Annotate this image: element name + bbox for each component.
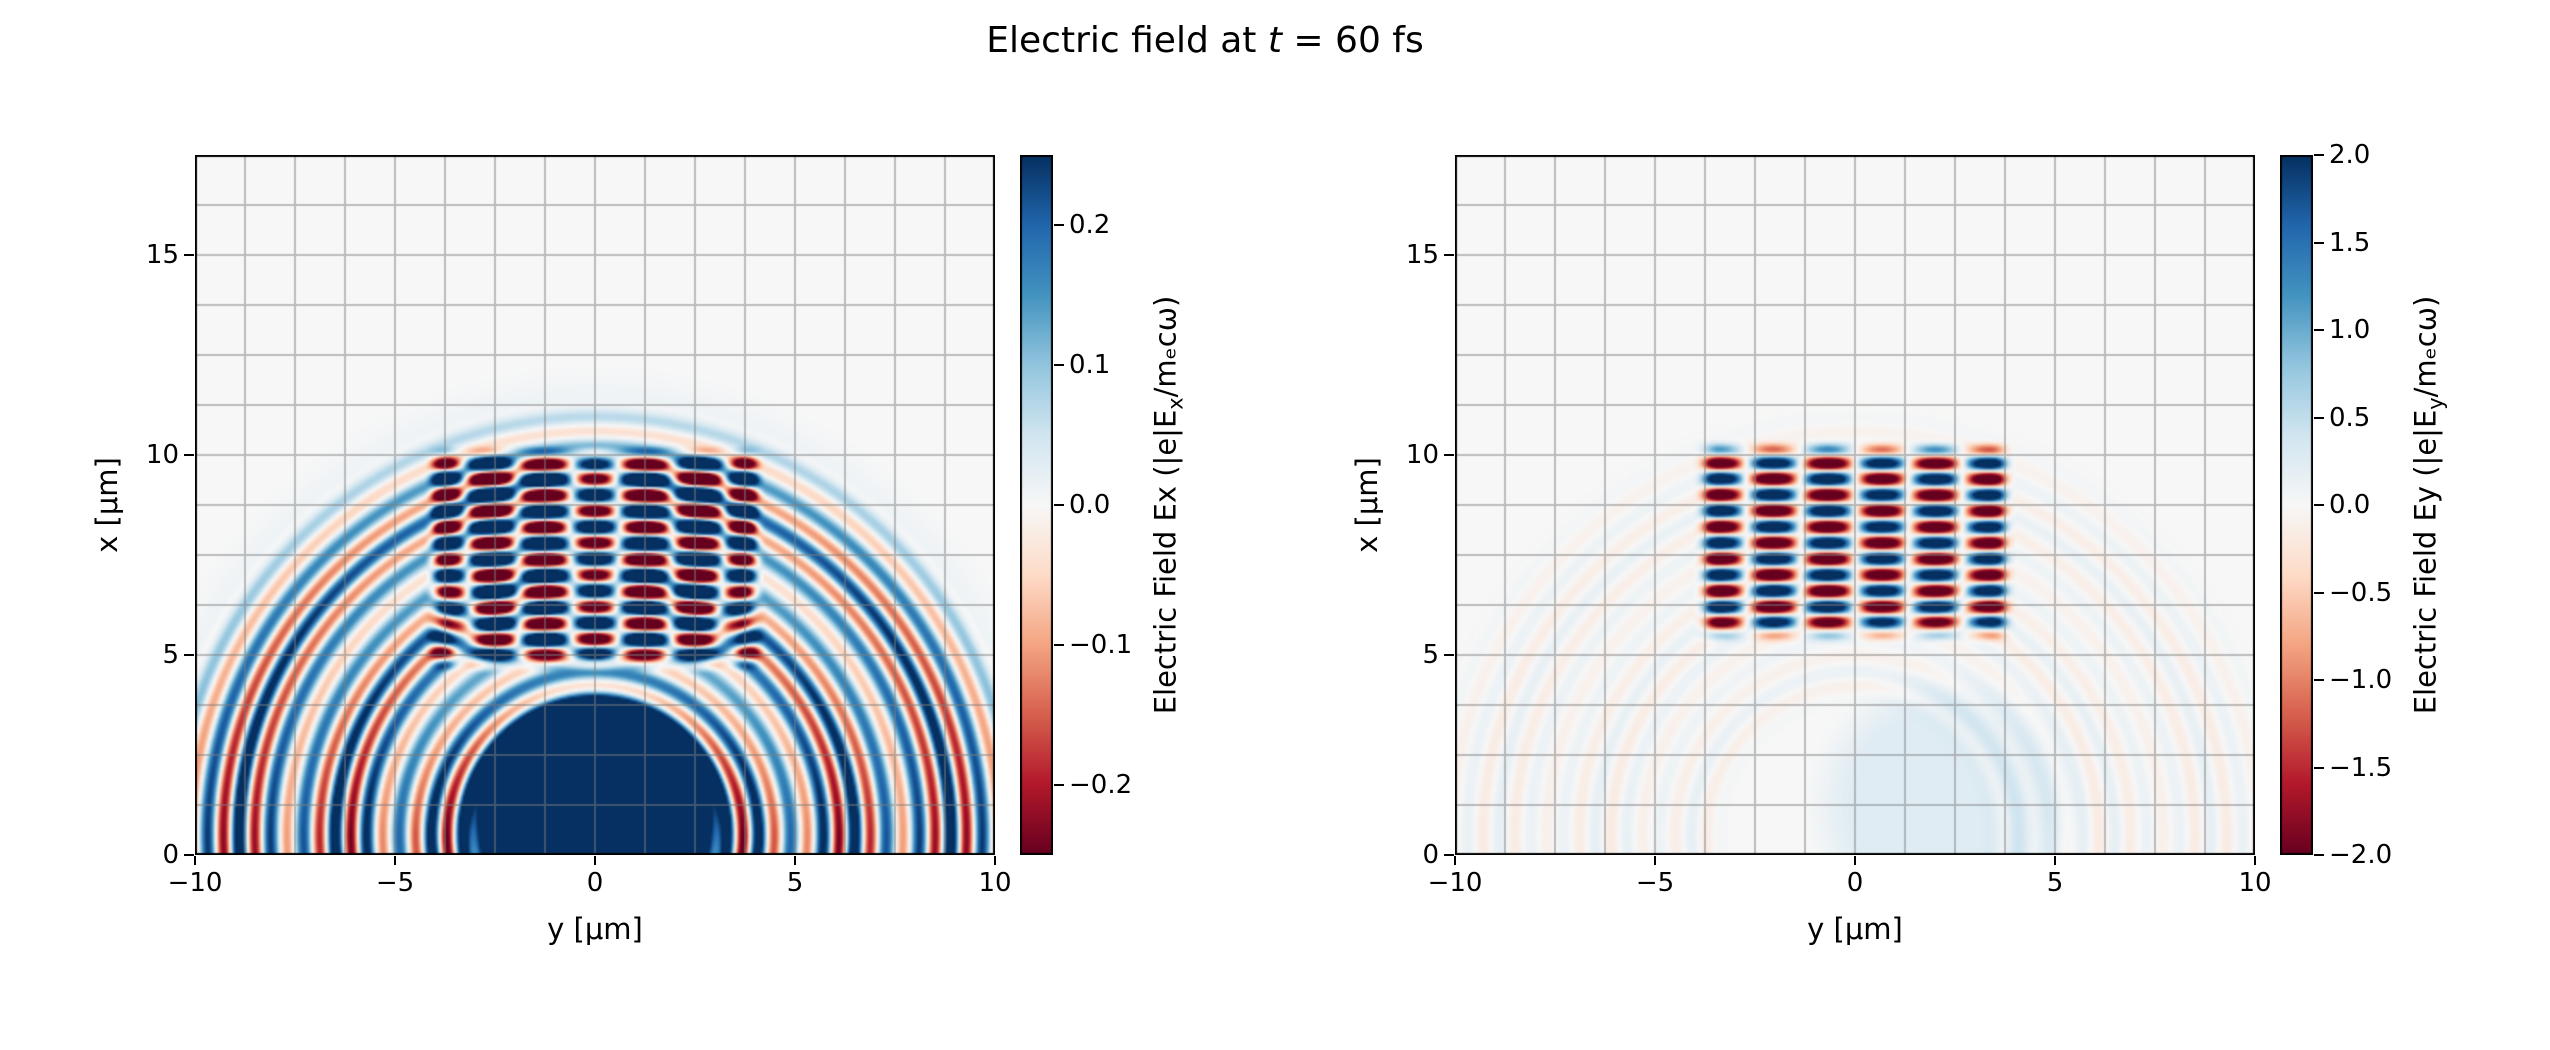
ex-colorbar-label-post: /mₑcω) [1148,295,1183,398]
ex-x-tick-mark [594,856,596,865]
ex-colorbar-label-pre: Electric Field Ex (|e|E [1148,409,1183,715]
ey-yaxis-label: x [μm] [1350,457,1384,553]
ey-colorbar-tick-mark [2314,329,2324,331]
ey-colorbar-tick-label: −1.0 [2329,665,2393,695]
ey-colorbar-tick-label: 2.0 [2329,140,2371,170]
ey-y-tick-label: 15 [1405,240,1439,270]
ex-y-tick-mark [184,654,194,656]
ex-y-tick-mark [184,854,194,856]
ey-colorbar-label-post: /mₑcω) [2408,295,2443,398]
ey-y-tick-mark [1444,454,1454,456]
ex-colorbar-tick-label: 0.2 [1069,210,1111,240]
ex-x-tick-label: −5 [375,868,415,898]
ex-x-tick-mark [994,856,996,865]
ey-xaxis-label: y [μm] [1807,912,1903,946]
ex-x-tick-label: 5 [786,868,804,898]
title-suffix: = 60 fs [1281,20,1424,61]
ey-x-tick-mark [1854,856,1856,865]
ey-x-tick-label: −5 [1635,868,1675,898]
ex-colorbar-label-sub: x [1163,397,1188,410]
ey-x-tick-mark [1654,856,1656,865]
ex-y-tick-label: 15 [145,240,179,270]
ex-colorbar-tick-mark [1054,364,1064,366]
ey-colorbar-tick-mark [2314,854,2324,856]
ex-y-tick-label: 10 [145,440,179,470]
ex-heatmap-canvas [195,155,995,855]
ey-colorbar-canvas [2280,155,2313,855]
ey-heatmap-canvas [1455,155,2255,855]
ex-colorbar-tick-mark [1054,644,1064,646]
ex-colorbar-tick-label: −0.1 [1069,630,1133,660]
ey-x-tick-label: −10 [1427,868,1483,898]
ex-x-tick-label: −10 [167,868,223,898]
ey-colorbar-tick-mark [2314,416,2324,419]
ex-y-tick-mark [184,454,194,456]
ey-colorbar-tick-label: −0.5 [2329,577,2393,608]
ey-y-tick-mark [1444,854,1454,856]
ey-colorbar-tick-label: 1.0 [2329,315,2371,345]
ey-colorbar-tick-label: 0.5 [2329,402,2371,433]
ey-x-tick-mark [2054,856,2056,865]
ex-y-tick-label: 0 [162,840,179,870]
ey-colorbar-tick-mark [2314,591,2324,594]
ey-x-tick-mark [2254,856,2256,865]
ey-colorbar-tick-mark [2314,679,2324,681]
ey-colorbar-tick-mark [2314,504,2324,506]
title-t-symbol: t [1267,20,1282,61]
ey-y-tick-label: 5 [1422,640,1439,670]
ey-y-tick-mark [1444,254,1454,256]
ey-colorbar-tick-label: −1.5 [2329,752,2393,783]
ex-colorbar-tick-label: −0.2 [1069,770,1133,800]
ex-yaxis-label: x [μm] [90,457,124,553]
ex-colorbar-tick-label: 0.0 [1069,490,1111,520]
ey-colorbar-tick-label: −2.0 [2329,840,2393,870]
ex-x-tick-mark [394,856,396,865]
ex-x-tick-mark [794,856,796,865]
ex-colorbar-tick-mark [1054,784,1064,786]
ex-xaxis-label: y [μm] [547,912,643,946]
ex-colorbar-tick-mark [1054,224,1064,226]
ey-colorbar-tick-mark [2314,766,2324,769]
figure-title: Electric field at t = 60 fs [986,20,1423,61]
ey-x-tick-label: 5 [2046,868,2064,898]
ex-x-tick-label: 0 [586,868,604,898]
ex-colorbar-tick-label: 0.1 [1069,350,1111,380]
ey-y-tick-label: 0 [1422,840,1439,870]
title-prefix: Electric field at [986,20,1268,61]
ey-y-tick-mark [1444,654,1454,656]
ey-x-tick-label: 0 [1846,868,1864,898]
ex-x-tick-mark [194,856,196,865]
ey-colorbar-tick-mark [2314,241,2324,244]
ey-x-tick-label: 10 [2238,868,2272,898]
ey-colorbar-tick-label: 0.0 [2329,490,2371,520]
ex-colorbar-canvas [1020,155,1053,855]
ey-colorbar-tick-label: 1.5 [2329,227,2371,258]
ex-colorbar-tick-mark [1054,504,1064,506]
ey-colorbar-tick-mark [2314,154,2324,156]
ey-y-tick-label: 10 [1405,440,1439,470]
ey-x-tick-mark [1454,856,1456,865]
ex-y-tick-label: 5 [162,640,179,670]
ex-x-tick-label: 10 [978,868,1012,898]
ex-y-tick-mark [184,254,194,256]
